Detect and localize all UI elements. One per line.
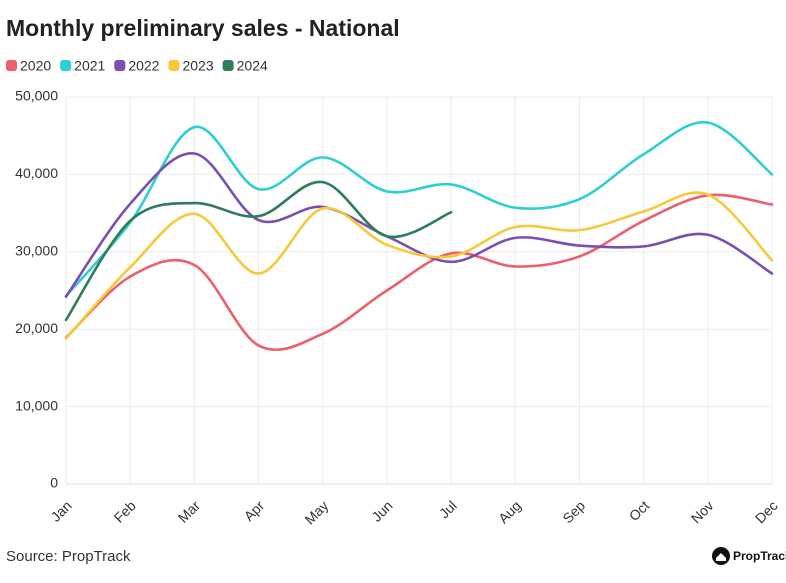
legend-label: 2023 (182, 58, 213, 74)
source: Source: PropTrack (6, 548, 131, 565)
x-tick-label: Oct (626, 497, 653, 524)
y-tick-label: 20,000 (15, 320, 58, 336)
series-line (64, 191, 774, 340)
x-tick-label: Sep (559, 497, 588, 526)
series-line (64, 193, 774, 351)
y-tick-label: 0 (50, 475, 58, 491)
chart-title: Monthly preliminary sales - National (6, 15, 400, 41)
legend-swatch (222, 60, 234, 71)
series-line (64, 180, 453, 322)
y-tick-label: 30,000 (15, 243, 58, 259)
series-line (64, 152, 774, 298)
x-tick-label: Apr (241, 497, 268, 524)
legend-label: 2022 (128, 58, 159, 74)
x-tick-label: Jan (47, 497, 74, 524)
logo-house (716, 553, 726, 561)
legend-swatch (6, 60, 17, 71)
legend-swatch (114, 60, 126, 71)
y-tick-label: 10,000 (15, 397, 58, 413)
legend-swatch (168, 60, 180, 71)
logo: PropTrack (733, 549, 786, 563)
legend-label: 2021 (74, 58, 105, 74)
x-tick-label: Jul (436, 497, 460, 521)
legend-label: 2024 (237, 58, 268, 74)
x-tick-label: May (301, 497, 331, 527)
x-tick-label: Feb (111, 497, 140, 526)
series-line (64, 121, 774, 298)
x-tick-label: Mar (175, 497, 204, 526)
x-tick-label: Dec (752, 497, 781, 526)
x-tick-label: Nov (688, 497, 717, 526)
legend-swatch (60, 60, 72, 71)
y-tick-label: 50,000 (15, 88, 58, 104)
y-tick-label: 40,000 (15, 165, 58, 181)
x-tick-label: Aug (495, 497, 524, 526)
legend-label: 2020 (20, 58, 51, 74)
x-tick-label: Jun (368, 497, 395, 524)
